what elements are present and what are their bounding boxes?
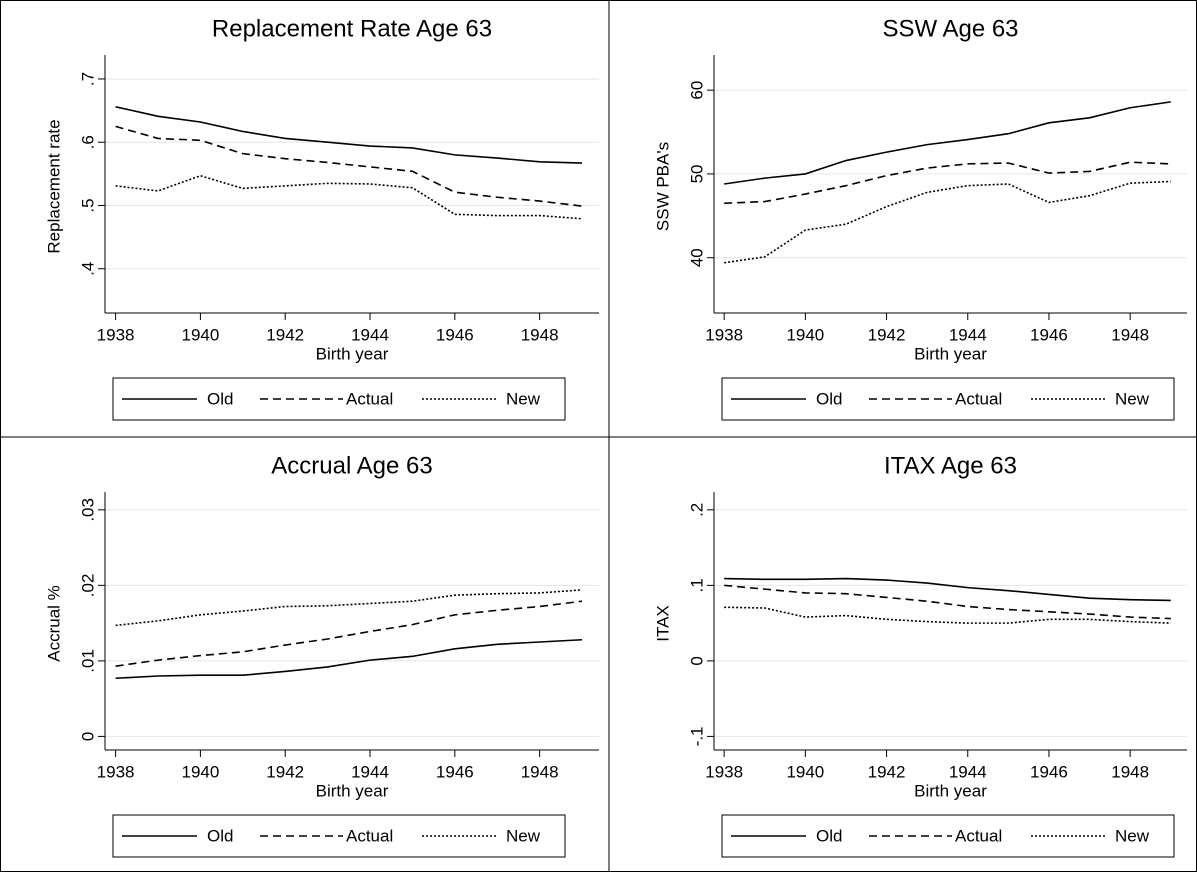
- series-line: [115, 106, 583, 164]
- x-tick-label: 1948: [521, 325, 559, 344]
- legend-box: [112, 814, 566, 858]
- chart-title: Replacement Rate Age 63: [212, 15, 492, 42]
- x-axis-label: Birth year: [316, 344, 389, 363]
- legend-label: Old: [816, 826, 842, 845]
- chart-title: Accrual Age 63: [271, 452, 432, 479]
- series-line: [724, 180, 1171, 264]
- y-axis-label: Accrual %: [44, 585, 63, 662]
- series-line: [115, 589, 583, 627]
- legend-label: Actual: [955, 389, 1002, 408]
- x-axis-label: Birth year: [914, 344, 987, 363]
- y-tick-label: 0: [78, 732, 97, 741]
- y-tick-label: .6: [78, 135, 97, 149]
- x-tick-label: 1938: [97, 762, 135, 781]
- y-tick-label: .7: [78, 72, 97, 86]
- x-tick-label: 1942: [266, 325, 304, 344]
- x-tick-label: 1946: [436, 762, 474, 781]
- legend-label: New: [506, 389, 541, 408]
- legend-label: Actual: [346, 389, 393, 408]
- x-tick-label: 1944: [351, 762, 389, 781]
- x-tick-label: 1944: [351, 325, 389, 344]
- y-tick-label: .4: [78, 262, 97, 276]
- series-line: [115, 174, 583, 220]
- chart-title: SSW Age 63: [882, 15, 1018, 42]
- x-tick-label: 1946: [436, 325, 474, 344]
- x-tick-label: 1948: [1111, 762, 1149, 781]
- x-tick-label: 1942: [868, 762, 906, 781]
- legend-label: Old: [816, 389, 842, 408]
- x-tick-label: 1944: [949, 325, 987, 344]
- y-axis-label: SSW PBA's: [653, 142, 672, 231]
- legend-label: Actual: [346, 826, 393, 845]
- y-tick-label: .5: [78, 198, 97, 212]
- x-tick-label: 1946: [1030, 325, 1068, 344]
- series-line: [724, 161, 1171, 205]
- series-line: [724, 584, 1171, 620]
- y-tick-label: 0: [687, 656, 706, 665]
- legend-box: [112, 377, 566, 421]
- y-tick-label: .02: [78, 574, 97, 598]
- series-line: [115, 600, 583, 667]
- x-tick-label: 1938: [705, 762, 743, 781]
- x-tick-label: 1942: [266, 762, 304, 781]
- x-axis-label: Birth year: [914, 781, 987, 800]
- y-axis-label: Replacement rate: [44, 119, 63, 253]
- x-tick-label: 1940: [181, 762, 219, 781]
- y-tick-label: 60: [687, 81, 706, 100]
- y-tick-label: .01: [78, 649, 97, 673]
- x-tick-label: 1946: [1030, 762, 1068, 781]
- x-tick-label: 1944: [949, 762, 987, 781]
- legend-label: Old: [207, 389, 233, 408]
- x-tick-label: 1938: [97, 325, 135, 344]
- x-tick-label: 1940: [786, 325, 824, 344]
- y-tick-label: .2: [687, 503, 706, 517]
- x-tick-label: 1938: [705, 325, 743, 344]
- y-axis-label: ITAX: [653, 605, 672, 642]
- series-line: [724, 101, 1171, 185]
- x-tick-label: 1942: [868, 325, 906, 344]
- series-line: [115, 125, 583, 207]
- chart-title: ITAX Age 63: [884, 452, 1017, 479]
- x-tick-label: 1940: [181, 325, 219, 344]
- y-tick-label: .1: [687, 578, 706, 592]
- legend-label: Actual: [955, 826, 1002, 845]
- y-tick-label: 40: [687, 248, 706, 267]
- legend-label: New: [1115, 826, 1150, 845]
- x-tick-label: 1940: [786, 762, 824, 781]
- x-tick-label: 1948: [521, 762, 559, 781]
- series-line: [724, 577, 1171, 602]
- series-line: [115, 638, 583, 680]
- y-tick-label: 50: [687, 164, 706, 183]
- legend-box: [721, 814, 1175, 858]
- legend-label: New: [1115, 389, 1150, 408]
- legend-label: New: [506, 826, 541, 845]
- y-tick-label: .03: [78, 498, 97, 522]
- x-axis-label: Birth year: [316, 781, 389, 800]
- legend-label: Old: [207, 826, 233, 845]
- legend-box: [721, 377, 1175, 421]
- series-line: [724, 606, 1171, 624]
- x-tick-label: 1948: [1111, 325, 1149, 344]
- y-tick-label: -.1: [687, 726, 706, 746]
